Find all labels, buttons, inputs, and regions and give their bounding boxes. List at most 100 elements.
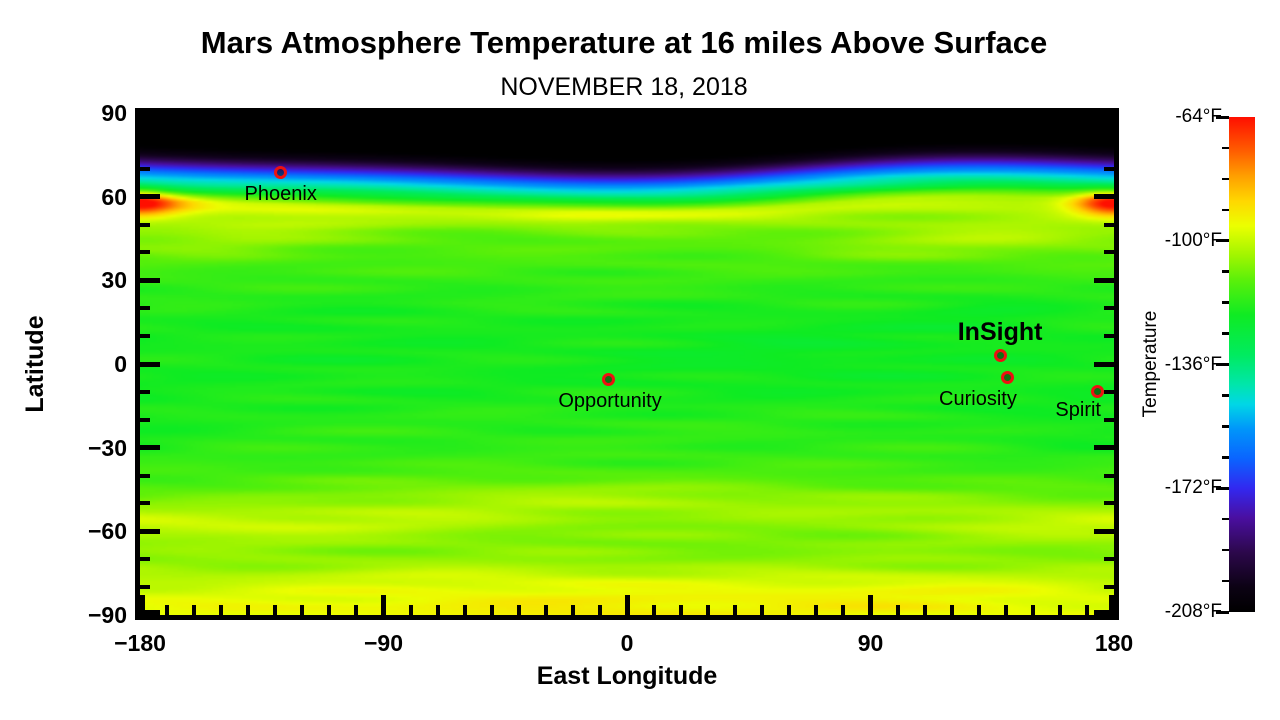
x-minor-tick: [570, 605, 575, 615]
y-minor-tick: [1104, 473, 1114, 478]
lander-label-phoenix: Phoenix: [244, 183, 317, 206]
lander-markers-layer: Phoenix Opportunity InSight Curiosity Spirit: [140, 113, 1114, 615]
x-major-tick: [381, 113, 386, 133]
y-tick-label: −30: [87, 434, 127, 461]
x-minor-tick: [922, 605, 927, 615]
x-minor-tick: [489, 605, 494, 615]
x-minor-tick: [841, 113, 846, 123]
x-tick-label: 180: [1094, 630, 1134, 656]
y-major-tick: [1094, 113, 1114, 118]
lander-marker-insight: [993, 348, 1007, 362]
x-minor-tick: [841, 605, 846, 615]
colorbar-minor-tick: [1222, 456, 1229, 459]
y-minor-tick: [1104, 417, 1114, 422]
x-minor-tick: [462, 113, 467, 123]
colorbar-major-tick: [1216, 363, 1229, 366]
x-minor-tick: [787, 113, 792, 123]
y-minor-tick: [1104, 334, 1114, 339]
y-tick-label: 90: [101, 100, 127, 126]
colorbar-minor-tick: [1222, 548, 1229, 552]
x-minor-tick: [1003, 113, 1008, 123]
y-minor-tick: [1104, 166, 1114, 171]
temperature-heatmap-canvas: [140, 113, 1114, 615]
x-tick-label: 90: [857, 630, 884, 656]
y-minor-tick: [140, 250, 150, 255]
x-minor-tick: [219, 605, 224, 615]
x-minor-tick: [679, 605, 684, 615]
y-minor-tick: [1104, 557, 1114, 562]
lander-marker-spirit: [1090, 385, 1104, 399]
lander-label-curiosity: Curiosity: [939, 387, 1017, 410]
chart-date-subtitle: NOVEMBER 18, 2018: [500, 73, 748, 101]
x-tick-label: −90: [363, 630, 403, 656]
y-major-tick: [1094, 445, 1114, 451]
x-minor-tick: [679, 113, 684, 123]
x-minor-tick: [949, 113, 954, 123]
y-major-tick: [1094, 361, 1114, 367]
x-tick-label: −180: [114, 630, 166, 656]
x-axis-title: East Longitude: [536, 662, 718, 690]
colorbar-tick-label: -172°F: [1164, 477, 1222, 499]
colorbar-major-tick: [1216, 239, 1229, 243]
y-major-tick: [140, 194, 160, 200]
x-minor-tick: [652, 113, 657, 123]
colorbar-minor-tick: [1222, 177, 1229, 181]
y-minor-tick: [140, 222, 150, 227]
x-minor-tick: [246, 113, 251, 123]
x-minor-tick: [976, 113, 981, 123]
x-minor-tick: [543, 113, 548, 123]
x-minor-tick: [597, 113, 602, 123]
x-minor-tick: [949, 605, 954, 615]
y-minor-tick: [140, 138, 150, 143]
x-minor-tick: [354, 605, 359, 615]
colorbar-gradient: [1229, 117, 1255, 612]
y-minor-tick: [140, 417, 150, 422]
x-minor-tick: [165, 113, 170, 123]
lander-label-opportunity: Opportunity: [558, 389, 662, 412]
colorbar-major-tick: [1216, 115, 1229, 119]
y-minor-tick: [140, 501, 150, 506]
colorbar-major-tick: [1216, 610, 1229, 614]
y-minor-tick: [140, 557, 150, 562]
y-minor-tick: [140, 389, 150, 394]
x-minor-tick: [516, 605, 521, 615]
map-plot-area: Phoenix Opportunity InSight Curiosity Spirit: [135, 108, 1119, 620]
y-major-tick: [140, 445, 160, 451]
x-minor-tick: [327, 113, 332, 123]
colorbar-tick-label: -100°F: [1164, 229, 1222, 251]
x-major-tick: [140, 595, 145, 615]
y-tick-label: −90: [87, 602, 127, 628]
x-minor-tick: [354, 113, 359, 123]
lander-marker-phoenix: [274, 165, 288, 179]
y-minor-tick: [1104, 501, 1114, 506]
x-minor-tick: [976, 605, 981, 615]
x-major-tick: [1109, 595, 1114, 615]
x-minor-tick: [408, 605, 413, 615]
x-minor-tick: [652, 605, 657, 615]
y-minor-tick: [1104, 306, 1114, 311]
x-minor-tick: [246, 605, 251, 615]
y-minor-tick: [140, 585, 150, 590]
x-major-tick: [381, 595, 386, 615]
colorbar-tick-label: -136°F: [1164, 353, 1222, 375]
x-minor-tick: [300, 605, 305, 615]
x-minor-tick: [489, 113, 494, 123]
x-minor-tick: [192, 113, 197, 123]
y-tick-label: 30: [101, 267, 127, 294]
y-major-tick: [140, 528, 160, 534]
colorbar-tick-label: -64°F: [1175, 106, 1222, 127]
x-minor-tick: [1057, 113, 1062, 123]
colorbar-minor-tick: [1222, 579, 1229, 583]
x-minor-tick: [219, 113, 224, 123]
x-minor-tick: [814, 113, 819, 123]
x-major-tick: [624, 113, 630, 133]
x-minor-tick: [435, 605, 440, 615]
y-major-tick: [140, 361, 160, 367]
x-minor-tick: [760, 113, 765, 123]
y-tick-label: −60: [87, 518, 127, 545]
lander-marker-curiosity: [1001, 371, 1015, 385]
x-major-tick: [1109, 113, 1114, 133]
x-minor-tick: [895, 113, 900, 123]
x-minor-tick: [462, 605, 467, 615]
